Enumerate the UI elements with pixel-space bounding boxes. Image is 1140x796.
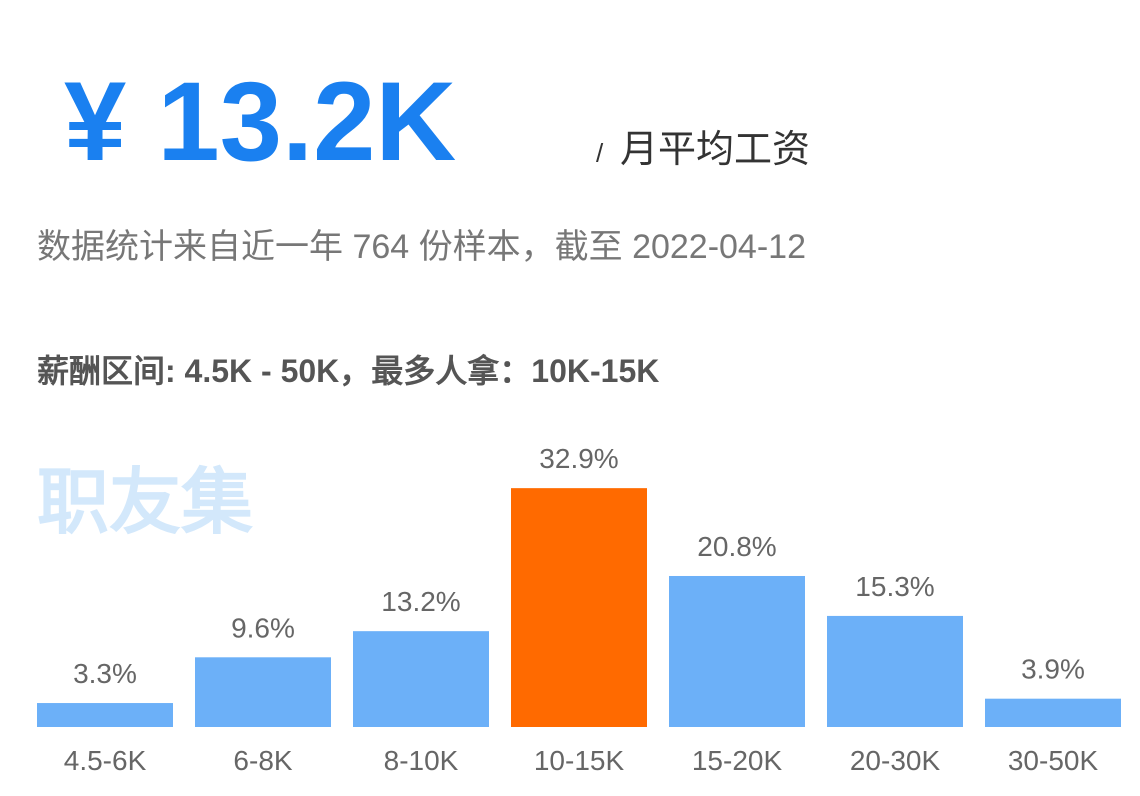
watermark: 职友集 [37, 463, 253, 543]
x-tick-label: 8-10K [384, 745, 459, 776]
bar [827, 615, 963, 727]
bar [353, 631, 489, 727]
bar [37, 703, 173, 727]
salary: ¥ 13.2K [64, 59, 456, 184]
bar [195, 657, 331, 727]
x-tick-label: 30-50K [1008, 745, 1099, 776]
x-tick-label: 20-30K [850, 745, 941, 776]
source: 数据统计来自近一年 764 份样本，截至 2022-04-12 [37, 228, 806, 266]
value-label: 3.9% [1021, 654, 1085, 685]
x-tick-label: 15-20K [692, 745, 783, 776]
value-label: 3.3% [73, 658, 137, 689]
value-label: 15.3% [855, 571, 934, 602]
x-tick-label: 4.5-6K [64, 745, 147, 776]
x-tick-label: 6-8K [233, 745, 292, 776]
value-label: 32.9% [539, 443, 618, 474]
x-tick-label: 10-15K [534, 745, 625, 776]
value-label: 13.2% [381, 586, 460, 617]
slash: / [596, 138, 604, 168]
salary-range: 薪酬区间: 4.5K - 50K，最多人拿：10K-15K [37, 353, 659, 389]
bar [669, 575, 805, 727]
value-label: 20.8% [697, 531, 776, 562]
value-label: 9.6% [231, 612, 295, 643]
bar [985, 698, 1121, 727]
bar [511, 488, 647, 727]
unit: 月平均工资 [620, 129, 810, 171]
